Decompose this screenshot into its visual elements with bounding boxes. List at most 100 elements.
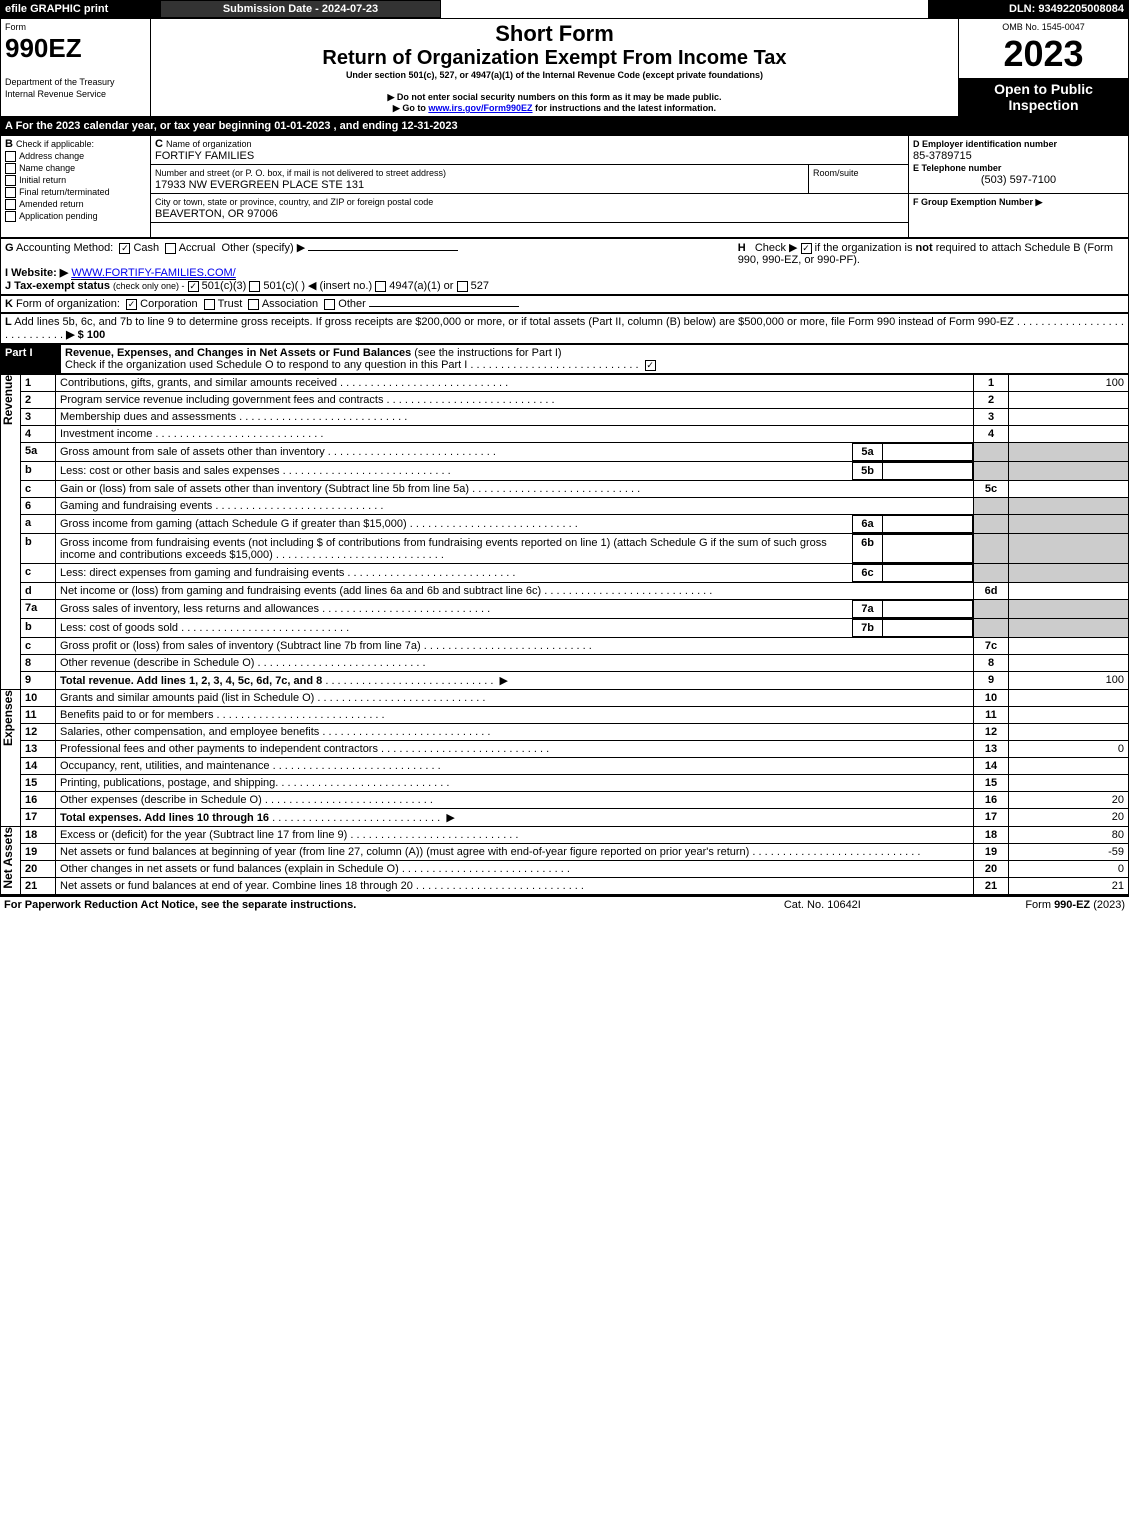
line-value [1009,707,1129,724]
line-description: Gross income from gaming (attach Schedul… [56,515,974,534]
h-checkbox[interactable]: ✓ [801,243,812,254]
line-description: Investment income [56,426,974,443]
irs-link[interactable]: www.irs.gov/Form990EZ [428,103,532,113]
name-change-checkbox[interactable] [5,163,16,174]
line-ref: 15 [974,775,1009,792]
line-ref: 17 [974,809,1009,827]
table-row: bLess: cost of goods sold 7b [1,619,1129,638]
line-number: 2 [21,392,56,409]
line-l: L Add lines 5b, 6c, and 7b to line 9 to … [1,314,1129,344]
line-ref: 12 [974,724,1009,741]
line-value [1009,564,1129,583]
dln: DLN: 93492205008084 [929,1,1129,18]
table-row: 13Professional fees and other payments t… [1,741,1129,758]
table-row: cGross profit or (loss) from sales of in… [1,638,1129,655]
line-description: Net assets or fund balances at end of ye… [56,878,974,895]
addr-change-checkbox[interactable] [5,151,16,162]
line-ref: 6d [974,583,1009,600]
irs-label: Internal Revenue Service [5,89,106,99]
line-number: 12 [21,724,56,741]
footer-mid: Cat. No. 10642I [736,896,910,913]
4947-checkbox[interactable] [375,281,386,292]
line-description: Occupancy, rent, utilities, and maintena… [56,758,974,775]
line-number: 21 [21,878,56,895]
table-row: 20Other changes in net assets or fund ba… [1,861,1129,878]
city-label: City or town, state or province, country… [155,197,433,207]
line-description: Membership dues and assessments [56,409,974,426]
accrual-checkbox[interactable] [165,243,176,254]
footer: For Paperwork Reduction Act Notice, see … [0,895,1129,913]
line-description: Gain or (loss) from sale of assets other… [56,481,974,498]
line-ref: 13 [974,741,1009,758]
part1-check[interactable]: ✓ [645,360,656,371]
line-number: 9 [21,672,56,690]
line-description: Net assets or fund balances at beginning… [56,844,974,861]
line-number: c [21,638,56,655]
line-description: Grants and similar amounts paid (list in… [56,690,974,707]
i-label: I Website: ▶ [5,267,68,279]
line-ref: 10 [974,690,1009,707]
trust-checkbox[interactable] [204,299,215,310]
line-k: K Form of organization: ✓ Corporation Tr… [1,296,1129,313]
line-value [1009,481,1129,498]
part1-label: Part I [1,345,61,374]
header-block: Form 990EZ Department of the Treasury In… [0,18,1129,117]
line-description: Less: cost of goods sold 7b [56,619,974,638]
501c-checkbox[interactable] [249,281,260,292]
website-link[interactable]: WWW.FORTIFY-FAMILIES.COM/ [71,267,235,280]
table-row: 6Gaming and fundraising events [1,498,1129,515]
table-row: 21Net assets or fund balances at end of … [1,878,1129,895]
addr-label: Number and street (or P. O. box, if mail… [155,168,446,178]
e-label: E Telephone number [913,163,1001,173]
line-number: 14 [21,758,56,775]
line-number: 20 [21,861,56,878]
line-ref: 14 [974,758,1009,775]
section-label: Expenses [1,690,15,746]
table-row: Expenses10Grants and similar amounts pai… [1,690,1129,707]
footer-left: For Paperwork Reduction Act Notice, see … [0,896,736,913]
line-value [1009,443,1129,462]
table-row: 15Printing, publications, postage, and s… [1,775,1129,792]
lines-table: Revenue1Contributions, gifts, grants, an… [0,374,1129,895]
table-row: 16Other expenses (describe in Schedule O… [1,792,1129,809]
ein-value: 85-3789715 [913,150,972,162]
line-ref [974,498,1009,515]
line-number: 19 [21,844,56,861]
room-label: Room/suite [813,168,859,178]
line-value [1009,638,1129,655]
line-number: b [21,534,56,564]
corp-checkbox[interactable]: ✓ [126,299,137,310]
initial-return-checkbox[interactable] [5,175,16,186]
line-number: b [21,462,56,481]
table-row: 19Net assets or fund balances at beginni… [1,844,1129,861]
table-row: 3Membership dues and assessments 3 [1,409,1129,426]
line-description: Professional fees and other payments to … [56,741,974,758]
section-label: Revenue [1,375,15,425]
final-return-checkbox[interactable] [5,187,16,198]
table-row: Revenue1Contributions, gifts, grants, an… [1,375,1129,392]
goto-line: ▶ Go to www.irs.gov/Form990EZ for instru… [155,103,954,114]
line-value: -59 [1009,844,1129,861]
dept-treasury: Department of the Treasury [5,77,115,87]
line-value: 100 [1009,672,1129,690]
part1-header: Part I Revenue, Expenses, and Changes in… [0,344,1129,374]
line-number: 17 [21,809,56,827]
line-description: Excess or (deficit) for the year (Subtra… [56,827,974,844]
assoc-checkbox[interactable] [248,299,259,310]
cash-checkbox[interactable]: ✓ [119,243,130,254]
527-checkbox[interactable] [457,281,468,292]
line-number: c [21,481,56,498]
other-checkbox[interactable] [324,299,335,310]
short-form-title: Short Form [155,21,954,47]
d-label: D Employer identification number [913,139,1057,149]
line-number: 4 [21,426,56,443]
501c3-checkbox[interactable]: ✓ [188,281,199,292]
line-ref: 11 [974,707,1009,724]
line-description: Gross profit or (loss) from sales of inv… [56,638,974,655]
amended-return-checkbox[interactable] [5,199,16,210]
line-number: c [21,564,56,583]
b-label: B [5,138,13,150]
app-pending-checkbox[interactable] [5,211,16,222]
line-value [1009,534,1129,564]
org-name: FORTIFY FAMILIES [155,150,254,162]
